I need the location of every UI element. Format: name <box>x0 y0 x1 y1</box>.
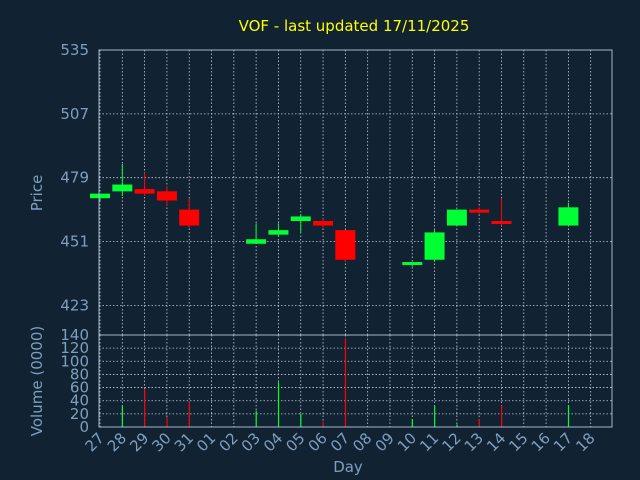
volume-tick-label: 80 <box>70 365 89 383</box>
candle-body <box>424 232 445 260</box>
volume-bar <box>322 421 324 427</box>
candle-body <box>90 193 110 199</box>
volume-bar <box>500 405 503 427</box>
candle-body <box>246 239 267 244</box>
volume-tick-label: 120 <box>60 339 89 357</box>
volume-tick-label: 140 <box>60 326 89 344</box>
x-tick-label: 18 <box>572 429 598 455</box>
price-tick-label: 479 <box>60 169 89 187</box>
grid-lines <box>99 49 612 428</box>
candle-body <box>335 230 356 260</box>
volume-tick-label: 20 <box>70 405 89 423</box>
volume-bar <box>277 382 280 427</box>
volume-bar <box>144 388 146 427</box>
volume-bar <box>188 402 190 427</box>
volume-bar <box>300 413 302 427</box>
candle-body <box>469 209 490 213</box>
volume-bar <box>411 419 413 427</box>
x-axis-label: Day <box>333 458 363 476</box>
price-tick-label: 451 <box>60 233 89 251</box>
volume-panel-frame <box>98 334 613 428</box>
candle-body <box>446 209 467 226</box>
volume-bar <box>478 419 480 427</box>
volume-axis-label: Volume (0000) <box>28 326 46 436</box>
candle-body <box>156 191 177 201</box>
volume-bar <box>166 417 168 427</box>
candle-body <box>134 189 155 194</box>
candle-body <box>313 221 334 226</box>
volume-bar <box>99 425 101 427</box>
volume-tick-label: 40 <box>70 392 89 410</box>
volume-bar <box>344 338 347 427</box>
chart-title: VOF - last updated 17/11/2025 <box>239 17 470 35</box>
candle-body <box>290 216 311 221</box>
volume-bar <box>567 405 570 427</box>
price-tick-label: 507 <box>60 105 89 123</box>
chart-marks <box>90 164 579 427</box>
volume-bar <box>434 405 436 427</box>
volume-bar <box>456 424 458 427</box>
candle-body <box>402 262 423 266</box>
candle-body <box>268 230 289 235</box>
candle-body <box>112 184 133 192</box>
volume-tick-label: 100 <box>60 352 89 370</box>
price-axis-label: Price <box>28 175 46 212</box>
price-tick-label: 535 <box>60 41 89 59</box>
candle-body <box>491 221 512 224</box>
volume-bar <box>121 405 124 427</box>
price-tick-label: 423 <box>60 296 89 314</box>
candle-body <box>179 209 200 226</box>
volume-bar <box>255 410 257 427</box>
volume-tick-label: 0 <box>79 418 89 436</box>
volume-tick-label: 60 <box>70 379 89 397</box>
tick-labels: 5355074794514231401201008060402002728293… <box>60 41 598 455</box>
candle-body <box>558 207 579 226</box>
